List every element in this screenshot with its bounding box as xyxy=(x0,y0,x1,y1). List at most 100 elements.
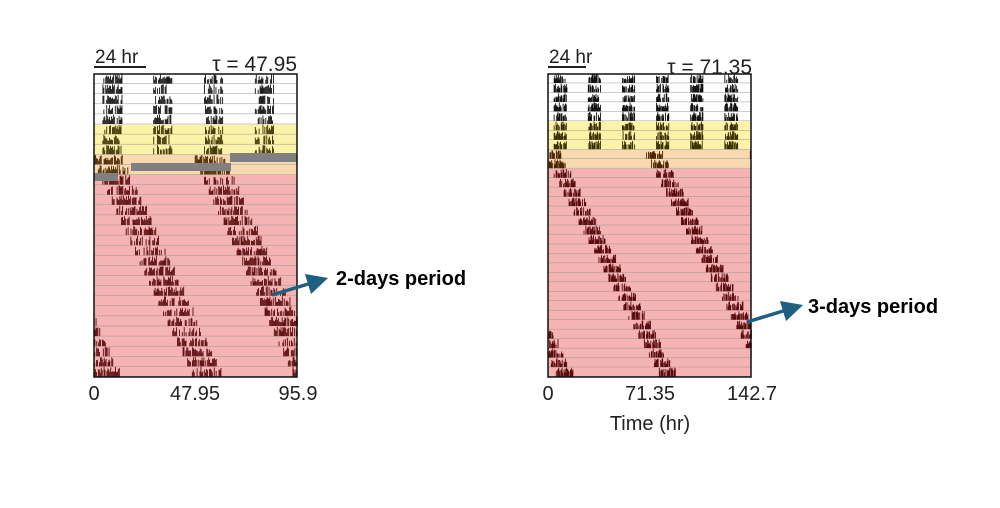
activity-bar xyxy=(218,126,220,135)
activity-bar xyxy=(724,140,726,150)
activity-bar xyxy=(695,248,697,254)
activity-bar xyxy=(147,218,149,225)
activity-bar xyxy=(113,84,115,94)
activity-bar xyxy=(248,247,250,256)
activity-bar xyxy=(138,231,140,236)
activity-bar xyxy=(199,156,201,165)
activity-bar xyxy=(256,292,258,296)
activity-bar xyxy=(170,98,172,104)
activity-bar xyxy=(287,361,289,367)
activity-bar xyxy=(664,369,666,377)
activity-bar xyxy=(110,139,111,145)
activity-bar xyxy=(156,77,158,84)
activity-bar xyxy=(726,97,728,102)
activity-bar xyxy=(728,106,730,112)
activity-bar xyxy=(671,189,673,197)
activity-bar xyxy=(228,217,230,225)
activity-bar xyxy=(190,350,192,357)
activity-bar xyxy=(553,105,555,112)
activity-bar xyxy=(598,77,600,83)
activity-bar xyxy=(555,106,557,112)
activity-bar xyxy=(666,361,668,368)
activity-bar xyxy=(592,131,594,140)
activity-bar xyxy=(117,158,119,165)
activity-bar xyxy=(151,281,153,286)
activity-bar xyxy=(117,208,119,215)
activity-bar xyxy=(196,368,198,377)
activity-bar xyxy=(631,142,633,150)
activity-bar xyxy=(177,290,179,296)
activity-bar xyxy=(108,119,110,124)
activity-bar xyxy=(559,87,561,93)
activity-bar xyxy=(262,250,264,256)
activity-bar xyxy=(565,125,567,131)
activity-bar xyxy=(268,257,270,266)
activity-bar xyxy=(732,132,734,140)
activity-bar xyxy=(215,196,217,205)
activity-bar xyxy=(172,267,174,276)
activity-bar xyxy=(730,134,732,140)
activity-bar xyxy=(573,197,575,207)
activity-bar xyxy=(559,133,561,140)
activity-bar xyxy=(594,75,596,83)
activity-bar xyxy=(168,107,170,114)
activity-bar xyxy=(161,125,163,135)
activity-bar xyxy=(556,358,558,368)
activity-bar xyxy=(695,217,697,225)
activity-bar xyxy=(153,261,154,266)
activity-bar xyxy=(166,299,168,306)
activity-bar xyxy=(279,330,281,337)
activity-bar xyxy=(656,140,658,150)
activity-bar xyxy=(254,88,256,94)
activity-bar xyxy=(268,116,270,124)
activity-bar xyxy=(697,219,698,225)
activity-bar xyxy=(735,78,737,83)
activity-bar xyxy=(554,78,556,83)
activity-bar xyxy=(98,342,100,347)
activity-bar xyxy=(683,211,684,216)
activity-bar xyxy=(707,254,709,263)
activity-bar xyxy=(193,348,194,357)
activity-bar xyxy=(591,96,592,102)
activity-bar xyxy=(588,143,590,150)
activity-bar xyxy=(120,100,122,104)
activity-bar xyxy=(180,308,182,316)
activity-bar xyxy=(655,351,657,358)
activity-bar xyxy=(96,372,97,377)
activity-bar xyxy=(629,122,630,131)
activity-bar xyxy=(691,226,693,235)
activity-bar xyxy=(647,340,649,349)
activity-bar xyxy=(634,85,636,93)
activity-bar xyxy=(231,215,233,225)
activity-bar xyxy=(680,199,681,207)
activity-bar xyxy=(205,129,207,135)
activity-bar xyxy=(125,175,127,185)
activity-bar xyxy=(268,129,270,135)
activity-bar xyxy=(606,265,607,273)
activity-bar xyxy=(607,257,609,263)
activity-bar xyxy=(149,228,151,236)
activity-bar xyxy=(97,169,99,175)
activity-bar xyxy=(665,83,667,93)
activity-bar xyxy=(602,257,604,263)
activity-bar xyxy=(627,95,629,102)
activity-bar xyxy=(154,287,156,296)
activity-bar xyxy=(565,172,567,178)
activity-bar xyxy=(742,332,743,339)
activity-bar xyxy=(735,98,737,102)
activity-bar xyxy=(161,96,163,104)
activity-bar xyxy=(667,105,669,112)
activity-bar xyxy=(549,331,551,339)
activity-bar xyxy=(744,322,746,330)
activity-bar xyxy=(251,218,253,225)
activity-bar xyxy=(557,131,559,140)
activity-bar xyxy=(731,283,733,292)
activity-bar xyxy=(149,236,151,246)
activity-bar xyxy=(603,265,605,273)
activity-bar xyxy=(665,162,667,169)
activity-bar xyxy=(749,323,751,330)
activity-bar xyxy=(138,241,140,246)
activity-bar xyxy=(267,85,269,94)
activity-bar xyxy=(153,268,155,276)
activity-bar xyxy=(656,121,658,131)
